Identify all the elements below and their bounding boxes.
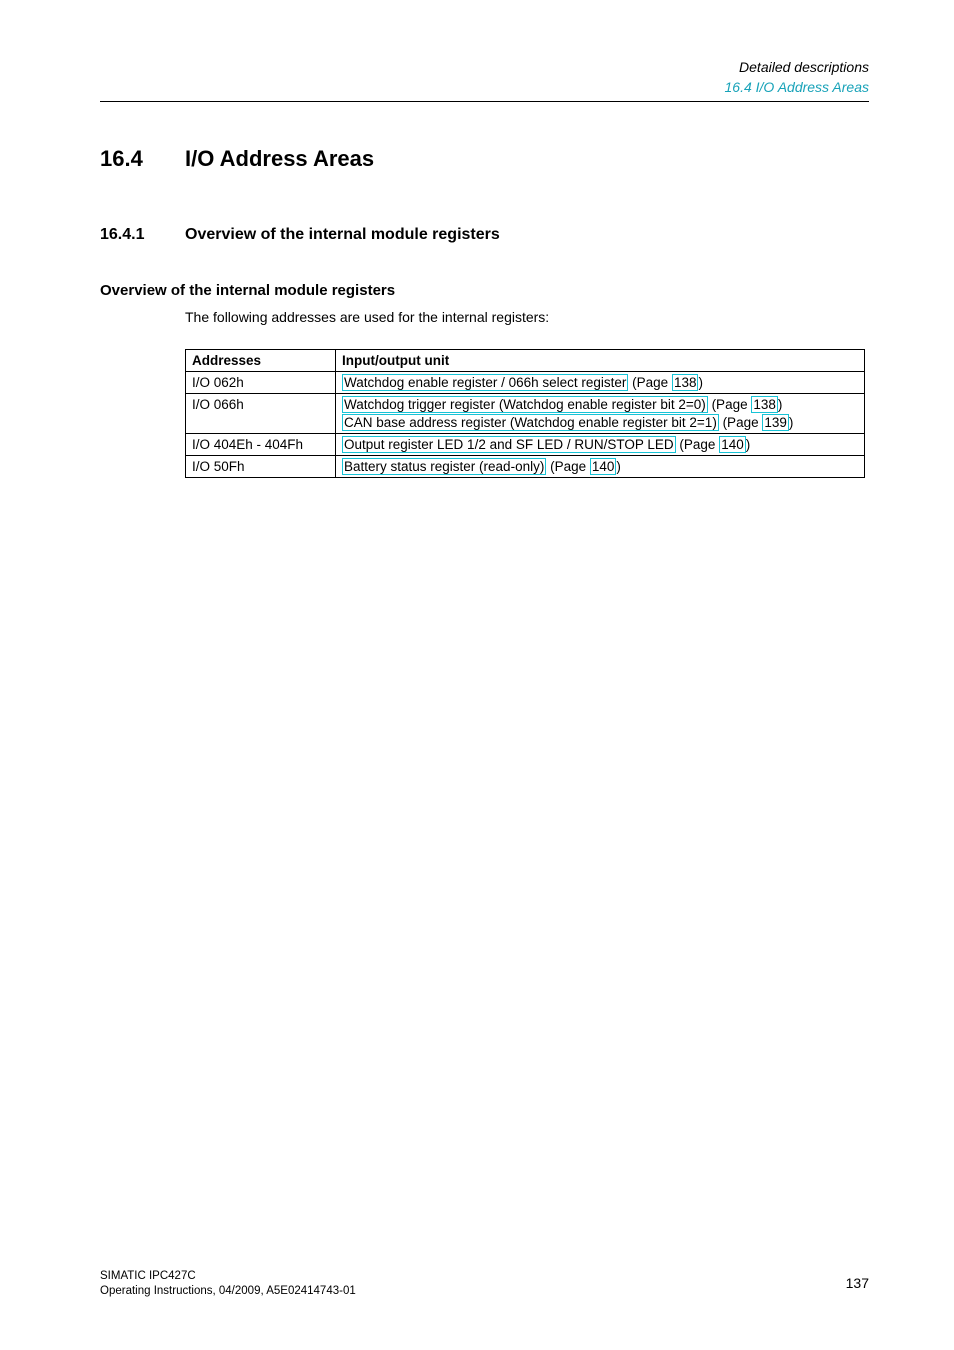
page-number: 137 [846,1275,869,1291]
table-row: I/O 066h Watchdog trigger register (Watc… [186,394,865,434]
table-row: I/O 50Fh Battery status register (read-o… [186,456,865,478]
page-link[interactable]: Watchdog enable register / 066h select r… [342,374,628,391]
page-link[interactable]: 140 [719,436,746,453]
header-line-2: 16.4 I/O Address Areas [100,78,869,98]
section-heading-2: 16.4.1Overview of the internal module re… [100,226,869,244]
page-link[interactable]: Watchdog trigger register (Watchdog enab… [342,396,708,413]
section-number-2: 16.4.1 [100,226,185,244]
col-addresses: Addresses [186,350,336,372]
page-link[interactable]: CAN base address register (Watchdog enab… [342,414,719,431]
cell-address: I/O 404Eh - 404Fh [186,434,336,456]
section-heading-1: 16.4I/O Address Areas [100,146,869,172]
page-link[interactable]: 138 [751,396,778,413]
page-link[interactable]: 138 [672,374,699,391]
registers-table: Addresses Input/output unit I/O 062h Wat… [185,349,865,478]
section-number-1: 16.4 [100,146,185,172]
cell-desc: Watchdog trigger register (Watchdog enab… [336,394,865,434]
table-row: I/O 404Eh - 404Fh Output register LED 1/… [186,434,865,456]
intro-text: The following addresses are used for the… [185,309,869,325]
header-line-1: Detailed descriptions [100,58,869,78]
cell-address: I/O 066h [186,394,336,434]
cell-address: I/O 50Fh [186,456,336,478]
section-title-2: Overview of the internal module register… [185,226,500,243]
cell-desc: Watchdog enable register / 066h select r… [336,372,865,394]
page-link[interactable]: 139 [762,414,789,431]
page-link[interactable]: Output register LED 1/2 and SF LED / RUN… [342,436,676,453]
col-io-unit: Input/output unit [336,350,865,372]
cell-desc: Output register LED 1/2 and SF LED / RUN… [336,434,865,456]
section-title-1: I/O Address Areas [185,146,374,171]
footer-docinfo: Operating Instructions, 04/2009, A5E0241… [100,1284,356,1300]
cell-address: I/O 062h [186,372,336,394]
page-link[interactable]: Battery status register (read-only) [342,458,546,475]
cell-desc: Battery status register (read-only) (Pag… [336,456,865,478]
subsection-heading: Overview of the internal module register… [100,282,869,299]
page-header: Detailed descriptions 16.4 I/O Address A… [100,58,869,97]
page-link[interactable]: 140 [590,458,617,475]
footer-product: SIMATIC IPC427C [100,1269,356,1285]
page-footer: SIMATIC IPC427C Operating Instructions, … [100,1269,869,1300]
table-header-row: Addresses Input/output unit [186,350,865,372]
header-rule [100,101,869,102]
table-row: I/O 062h Watchdog enable register / 066h… [186,372,865,394]
